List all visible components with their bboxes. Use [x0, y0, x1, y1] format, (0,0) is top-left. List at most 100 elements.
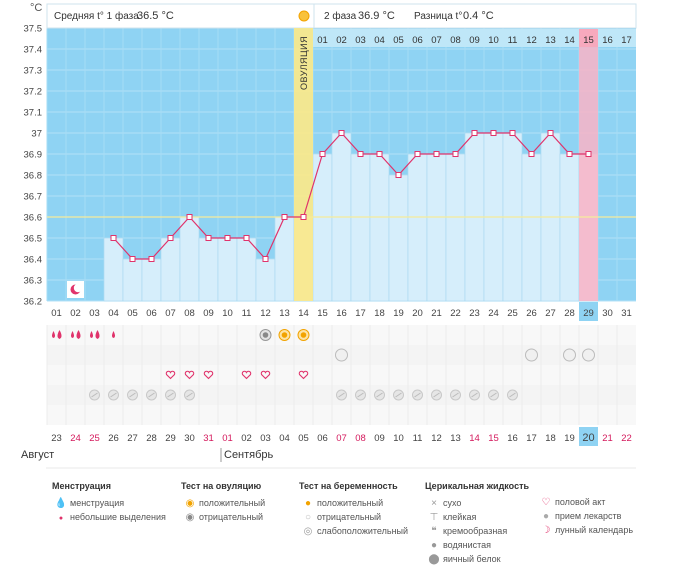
temperature-points: [110, 130, 592, 262]
legend-item: отрицательный: [199, 512, 264, 522]
legend-item: менструация: [70, 498, 125, 508]
ovulation-test-dot: [262, 332, 269, 338]
y-tick-label: 36.9: [24, 150, 43, 161]
intercourse-heart: [298, 370, 309, 380]
medication-pill-line: [148, 392, 155, 398]
calendar-date: 19: [564, 433, 575, 444]
small-drop-icon: ●: [58, 515, 64, 522]
cycle-day-label: 10: [222, 308, 233, 319]
cycle-day-label: 01: [51, 308, 62, 319]
calendar-date: 27: [127, 433, 138, 444]
temperature-point: [376, 151, 383, 157]
phase2-value: 36.9 °C: [358, 10, 395, 22]
marker-row-bg: [47, 365, 636, 385]
legend-cervical-fluid: Церикальная жидкость × сухо ⊤ клейкая ❝ кре…: [425, 481, 529, 566]
legend-item: яичный белок: [443, 554, 501, 564]
temperature-point: [547, 130, 554, 136]
calendar-date: 10: [393, 433, 404, 444]
temperature-point: [509, 130, 516, 136]
temperature-bar: [103, 237, 124, 302]
calendar-date: 22: [621, 433, 632, 444]
cycle-day-label: 22: [450, 308, 461, 319]
cycle-day-label: 15: [317, 308, 328, 319]
medication-pill-line: [433, 392, 440, 398]
ovulation-test-dot: [281, 332, 288, 338]
cycle-day-label: 26: [526, 308, 537, 319]
medication-pill-line: [110, 392, 117, 398]
temperature-point: [129, 256, 136, 262]
intercourse-heart: [203, 370, 214, 380]
legend-title: Тест на овуляцию: [181, 481, 262, 491]
temperature-point: [566, 151, 573, 157]
moon-cutout: [73, 283, 83, 293]
phase2-label: 2 фаза: [324, 10, 357, 22]
legend-item: кремообразная: [443, 526, 508, 536]
cycle-day-label: 08: [184, 308, 195, 319]
medication-pill-line: [490, 392, 497, 398]
phase2-day-label: 01: [317, 35, 328, 46]
temperature-point: [262, 256, 269, 262]
ovulation-sun-icon: [298, 10, 310, 22]
calendar-date: 16: [507, 433, 518, 444]
y-tick-label: 36.3: [24, 276, 43, 287]
menstruation-drop: [71, 331, 74, 338]
legend-other: ♡ половой акт ● прием лекарств ☽ лунный кал…: [537, 495, 634, 537]
calendar-date: 28: [146, 433, 157, 444]
negative-test-icon: ◉: [185, 512, 195, 523]
positive-test-icon: ◉: [185, 498, 195, 509]
phase2-day-label: 06: [412, 35, 423, 46]
medication-pill-line: [452, 392, 459, 398]
legend-item: лунный календарь: [555, 525, 634, 535]
pregnancy-test-negative: [582, 348, 595, 362]
calendar-date: 17: [526, 433, 537, 444]
phase2-day-label: 08: [450, 35, 461, 46]
calendar-date: 08: [355, 433, 366, 444]
temperature-point: [490, 130, 497, 136]
pregnancy-test-negative: [335, 348, 348, 362]
phase2-day-label: 13: [545, 35, 556, 46]
marker-rows: [46, 325, 636, 425]
y-tick-label: 36.7: [24, 192, 43, 203]
medication-pill-line: [129, 392, 136, 398]
y-tick-label: 36.4: [24, 255, 43, 266]
calendar-date: 21: [602, 433, 613, 444]
phase2-highlight: [579, 29, 598, 47]
ovulation-test-dot: [300, 332, 307, 338]
temperature-point: [585, 151, 592, 157]
legend-ovulation-test: Тест на овуляцию ◉ положительный ◉ отрицат…: [181, 481, 265, 524]
heart-icon: ♡: [541, 497, 551, 508]
cycle-day-label: 31: [621, 308, 632, 319]
phase2-day-label: 10: [488, 35, 499, 46]
medication-pill-line: [167, 392, 174, 398]
temperature-bar: [160, 237, 181, 302]
ovulation-label: ОВУЛЯЦИЯ: [299, 36, 309, 90]
bbt-chart: °C 37.5 37.4 37.3 37.2 37.1 37 36.9 36.8 36.7 36.…: [21, 2, 637, 469]
legend-title: Тест на беременность: [299, 481, 398, 491]
cycle-day-label: 20: [412, 308, 423, 319]
temperature-bar: [236, 237, 257, 302]
legend-pregnancy-test: Тест на беременность ● положительный ○ отр…: [299, 481, 408, 538]
pill-icon: ●: [542, 511, 550, 522]
marker-row-bg: [47, 405, 636, 425]
medication-pill-line: [186, 392, 193, 398]
phase2-day-label: 09: [469, 35, 480, 46]
calendar-date: 15: [488, 433, 499, 444]
highlight-day: [579, 47, 598, 301]
calendar-highlight: [579, 427, 598, 446]
cycle-day-label: 18: [374, 308, 385, 319]
y-tick-label: 37.4: [24, 45, 43, 56]
calendar-date: 24: [70, 433, 81, 444]
y-tick-label: 37: [31, 129, 42, 140]
pregnancy-test-negative: [563, 348, 576, 362]
temperature-point: [395, 172, 402, 178]
cycle-day-label: 24: [488, 308, 499, 319]
temperature-bar: [369, 153, 390, 302]
temperature-bar: [255, 258, 276, 302]
intercourse-heart: [184, 370, 195, 380]
calendar-dates: 23 24 25 26 27 28 29 30 31 01 02 03 04 05 06 07 08 09 10 11…: [51, 427, 632, 446]
spotting-drop: [112, 331, 115, 338]
temperature-point: [452, 151, 459, 157]
temperature-point: [243, 235, 250, 241]
phase2-day-label: 11: [508, 35, 518, 46]
temperature-point: [205, 235, 212, 241]
